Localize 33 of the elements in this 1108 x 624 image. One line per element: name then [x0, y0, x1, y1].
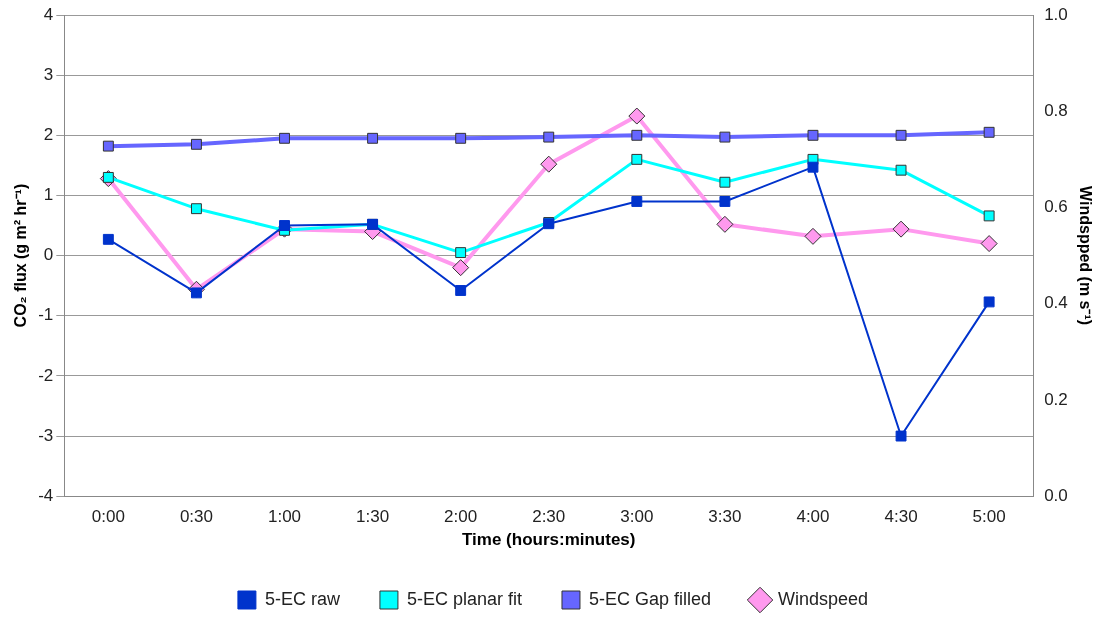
y2-tick-label: 0.2: [1044, 389, 1068, 409]
x-tick-label: 2:30: [532, 507, 566, 527]
y2-tick-label: 0.4: [1044, 293, 1068, 313]
x-tick-label: 4:30: [884, 507, 918, 527]
y-tick-label: 2: [43, 124, 54, 144]
y-tick-label: -4: [38, 485, 54, 505]
y2-tick-label: 1.0: [1044, 4, 1068, 24]
x-tick-label: 5:00: [972, 507, 1006, 527]
x-tick-label: 2:00: [444, 507, 478, 527]
x-axis-title: Time (hours:minutes): [462, 530, 636, 550]
y-tick-label: -1: [38, 305, 54, 325]
y-tick-label: 0: [43, 245, 54, 265]
y2-tick-label: 0.8: [1044, 100, 1068, 120]
legend-label: 5-EC raw: [264, 588, 341, 609]
legend-label: 5-EC Gap filled: [588, 588, 712, 609]
x-tick-label: 1:00: [267, 507, 302, 527]
x-tick-label: 4:00: [796, 507, 830, 527]
y-tick-label: 4: [43, 4, 54, 24]
x-tick-label: 0:00: [91, 507, 125, 527]
x-tick-label: 3:00: [620, 507, 654, 527]
x-tick-label: 1:30: [356, 507, 390, 527]
y-axis-title: CO₂ flux (g m² hr⁻¹): [12, 183, 30, 328]
y2-tick-label: 0.6: [1044, 197, 1068, 217]
y-tick-label: -3: [38, 425, 54, 445]
y2-axis-title: Windspped (m s⁻¹): [1076, 186, 1094, 326]
y-tick-label: -2: [38, 365, 54, 385]
y-tick-label: 1: [43, 185, 54, 205]
y2-tick-label: 0.0: [1044, 485, 1068, 505]
legend-label: 5-EC planar fit: [406, 588, 522, 609]
legend-label: Windspeed: [778, 588, 869, 609]
x-tick-label: 0:30: [179, 507, 213, 527]
x-tick-label: 3:30: [708, 507, 742, 527]
y-tick-label: 3: [43, 64, 54, 84]
